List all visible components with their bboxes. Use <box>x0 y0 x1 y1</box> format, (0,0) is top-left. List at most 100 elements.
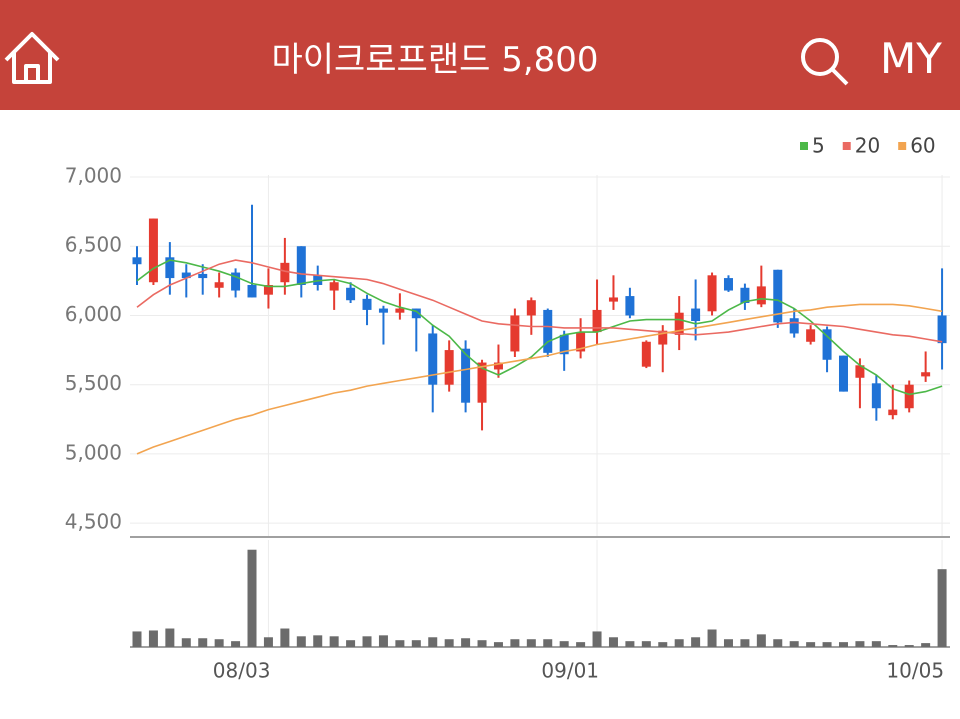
candle-body <box>641 341 651 367</box>
legend-label: 5 <box>812 134 825 158</box>
my-button[interactable]: MY <box>880 34 942 83</box>
volume-bar <box>855 641 865 647</box>
y-tick-label: 4,500 <box>65 510 122 534</box>
candle-body <box>904 384 914 409</box>
volume-bar <box>756 634 766 647</box>
volume-bar <box>559 641 569 647</box>
volume-bar <box>658 642 668 647</box>
volume-bar <box>247 549 257 647</box>
volume-bar <box>461 638 471 647</box>
candle-body <box>444 350 454 385</box>
volume-bar <box>362 636 372 647</box>
volume-bar <box>526 639 536 647</box>
candle-body <box>362 298 372 310</box>
candle-body <box>214 282 224 288</box>
candle-body <box>723 278 733 291</box>
candle-body <box>231 272 241 291</box>
candle-body <box>280 262 290 283</box>
candle-body <box>132 257 142 265</box>
candle-body <box>576 332 586 352</box>
legend-label: 20 <box>855 134 880 158</box>
volume-bar <box>822 642 832 647</box>
y-tick-label: 5,500 <box>65 371 122 395</box>
volume-bar <box>740 639 750 647</box>
volume-bar <box>231 641 241 647</box>
page-title: 마이크로프랜드 5,800 <box>271 40 599 80</box>
candle-body <box>773 269 783 323</box>
candle-body <box>592 309 602 333</box>
volume-bar <box>576 642 586 647</box>
candle-body <box>756 286 766 305</box>
candle-body <box>806 329 816 342</box>
candle-body <box>838 355 848 392</box>
volume-bar <box>871 641 881 647</box>
search-icon[interactable] <box>795 30 855 90</box>
volume-bar <box>313 635 323 647</box>
volume-bar <box>625 641 635 647</box>
volume-bar <box>132 631 142 647</box>
candle-body <box>674 312 684 335</box>
candle-body <box>526 300 536 316</box>
volume-bar <box>789 641 799 647</box>
volume-bar <box>493 642 503 647</box>
volume-bar <box>937 569 947 647</box>
y-tick-label: 6,500 <box>65 233 122 257</box>
volume-bar <box>165 628 175 647</box>
volume-bar <box>641 641 651 647</box>
volume-bar <box>148 630 158 647</box>
volume-bar <box>592 631 602 647</box>
candle-body <box>691 308 701 321</box>
candle-body <box>707 275 717 312</box>
volume-bar <box>411 640 421 647</box>
home-icon[interactable] <box>0 20 70 100</box>
moving-average-line <box>136 303 943 455</box>
candle-body <box>608 297 618 302</box>
candle-body <box>543 309 553 353</box>
volume-bar <box>806 642 816 647</box>
candle-body <box>888 409 898 416</box>
candle-body <box>346 287 356 301</box>
candle-body <box>296 246 306 285</box>
volume-bar <box>510 639 520 647</box>
moving-average-line <box>136 259 943 396</box>
volume-bar <box>444 639 454 647</box>
candle-body <box>740 287 750 303</box>
legend-swatch <box>800 142 808 150</box>
candle-body <box>181 272 191 279</box>
volume-bar <box>296 636 306 647</box>
volume-bar <box>378 635 388 647</box>
volume-bar <box>921 643 931 647</box>
candle-body <box>165 257 175 279</box>
volume-bar <box>773 639 783 647</box>
volume-bar <box>428 637 438 647</box>
top-bar: 마이크로프랜드 5,800 MY <box>0 0 960 110</box>
candle-body <box>855 365 865 378</box>
volume-bar <box>543 639 553 647</box>
candle-body <box>378 308 388 313</box>
candle-body <box>493 362 503 370</box>
volume-bar <box>608 637 618 647</box>
candle-body <box>428 333 438 385</box>
y-tick-label: 7,000 <box>65 164 122 188</box>
legend-swatch <box>842 142 851 150</box>
candle-body <box>198 273 208 279</box>
candle-body <box>871 383 881 409</box>
candle-body <box>395 308 405 313</box>
candle-body <box>263 285 273 295</box>
candle-body <box>461 348 471 403</box>
volume-bar <box>674 639 684 647</box>
volume-bar <box>888 645 898 647</box>
candle-body <box>148 218 158 283</box>
candle-body <box>559 334 569 355</box>
volume-bar <box>280 628 290 647</box>
x-tick-label: 10/05 <box>886 659 944 683</box>
legend-label: 60 <box>910 134 935 158</box>
volume-bar <box>214 639 224 647</box>
x-tick-label: 09/01 <box>541 659 599 683</box>
y-tick-label: 6,000 <box>65 302 122 326</box>
legend-swatch <box>898 142 907 150</box>
candle-body <box>329 282 339 291</box>
volume-bar <box>691 637 701 647</box>
y-tick-label: 5,000 <box>65 440 122 464</box>
